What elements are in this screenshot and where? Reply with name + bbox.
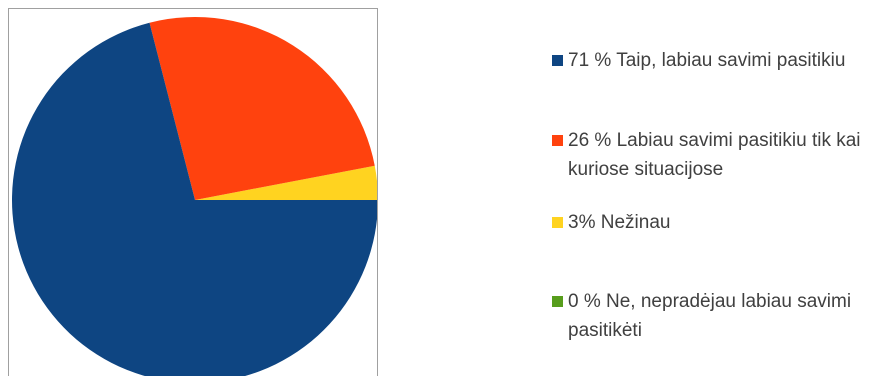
pie-slice <box>149 17 375 200</box>
pie-chart <box>12 17 377 376</box>
legend-label: 3% Nežinau <box>568 212 671 233</box>
legend-label: 0 % Ne, nepradėjau labiau savimi pasitik… <box>568 291 852 341</box>
legend-label: 71 % Taip, labiau savimi pasitikiu <box>568 50 846 71</box>
legend-item: 0 % Ne, nepradėjau labiau savimi pasitik… <box>552 287 872 345</box>
pie-slice <box>12 22 377 376</box>
legend-item: 71 % Taip, labiau savimi pasitikiu <box>552 46 872 75</box>
legend-swatch <box>552 135 563 146</box>
legend-swatch <box>552 296 563 307</box>
legend-item: 3% Nežinau <box>552 208 872 237</box>
chart-plot-area <box>8 8 378 376</box>
pie-slice <box>195 165 377 200</box>
legend-item: 26 % Labiau savimi pasitikiu tik kai kur… <box>552 126 872 184</box>
legend-label: 26 % Labiau savimi pasitikiu tik kai kur… <box>568 130 861 180</box>
legend-swatch <box>552 217 563 228</box>
legend-swatch <box>552 55 563 66</box>
